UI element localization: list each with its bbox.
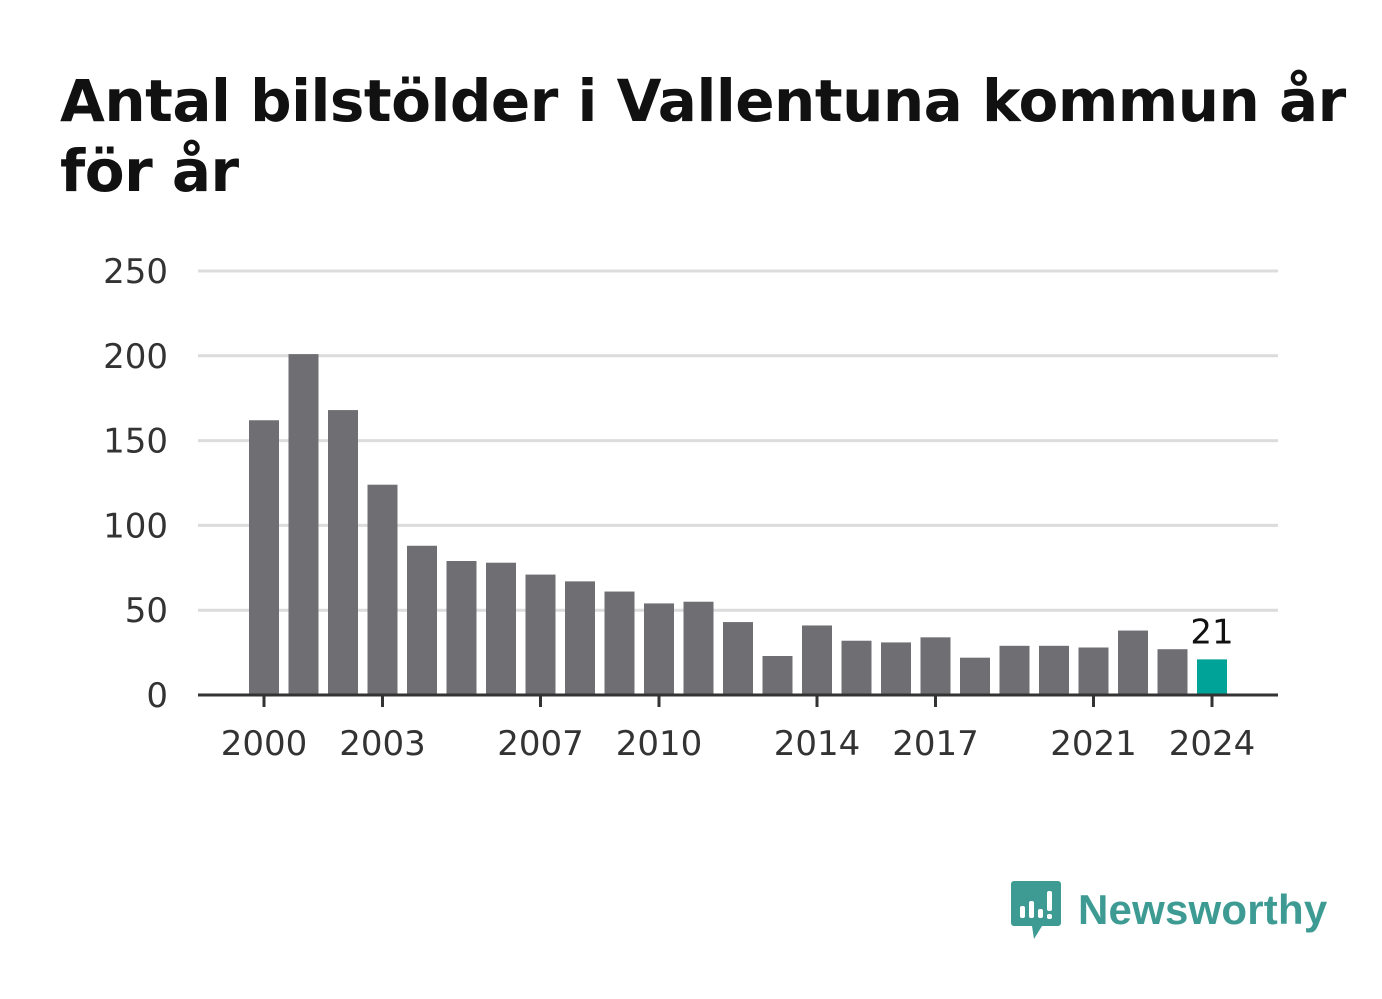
bar-2005 (446, 561, 477, 695)
bar-2013 (762, 655, 793, 695)
y-tick-label: 250 (103, 252, 168, 292)
bar-2022 (1118, 630, 1148, 695)
bar-2002 (328, 410, 358, 695)
bar-2020 (1039, 645, 1069, 695)
chart-title: Antal bilstölder i Vallentuna kommun år … (60, 67, 1346, 205)
brand-name: Newsworthy (1078, 886, 1328, 933)
newsworthy-brand: Newsworthy (1010, 878, 1327, 942)
bar-2018 (960, 657, 990, 695)
bar-2015 (841, 640, 872, 695)
y-axis-ticks: 0 50 100 150 200 250 (103, 252, 168, 716)
bar-2012 (723, 622, 753, 695)
x-tick-label: 2017 (892, 724, 979, 764)
y-tick-label: 100 (103, 506, 168, 546)
bar-2000 (249, 420, 279, 695)
bar-2007 (525, 574, 556, 695)
newsworthy-logo-icon (1011, 881, 1061, 939)
bar-2004 (407, 545, 437, 695)
bar-2019 (999, 645, 1030, 695)
bar-2017 (920, 637, 951, 695)
bar-2006 (486, 562, 516, 695)
x-tick-label: 2007 (497, 724, 584, 764)
x-tick-label: 2014 (774, 724, 861, 764)
data-label-2024: 21 (1190, 612, 1233, 652)
y-tick-label: 200 (103, 337, 168, 377)
bar-2021 (1078, 647, 1109, 695)
y-tick-label: 50 (125, 591, 168, 631)
bar-2008 (565, 581, 595, 695)
bar-2003 (367, 484, 398, 695)
x-axis-ticks: 2000 2003 2007 2010 2014 2017 2021 2024 (221, 695, 1256, 764)
bar-2010 (644, 603, 674, 695)
bar-2023 (1157, 649, 1188, 695)
bar-2001 (288, 354, 319, 695)
bars (249, 354, 1227, 695)
y-tick-label: 150 (103, 422, 168, 462)
x-tick-label: 2024 (1169, 724, 1256, 764)
x-tick-label: 2021 (1050, 724, 1137, 764)
bar-2016 (881, 642, 911, 695)
data-labels: 21 (1190, 612, 1233, 652)
y-tick-label: 0 (146, 676, 168, 716)
bar-2024 (1197, 659, 1227, 695)
bar-2011 (683, 601, 714, 695)
bar-2009 (604, 591, 635, 695)
x-tick-label: 2000 (221, 724, 308, 764)
x-tick-label: 2010 (616, 724, 703, 764)
gridlines (198, 269, 1278, 612)
x-tick-label: 2003 (339, 724, 426, 764)
bar-2014 (802, 625, 832, 695)
